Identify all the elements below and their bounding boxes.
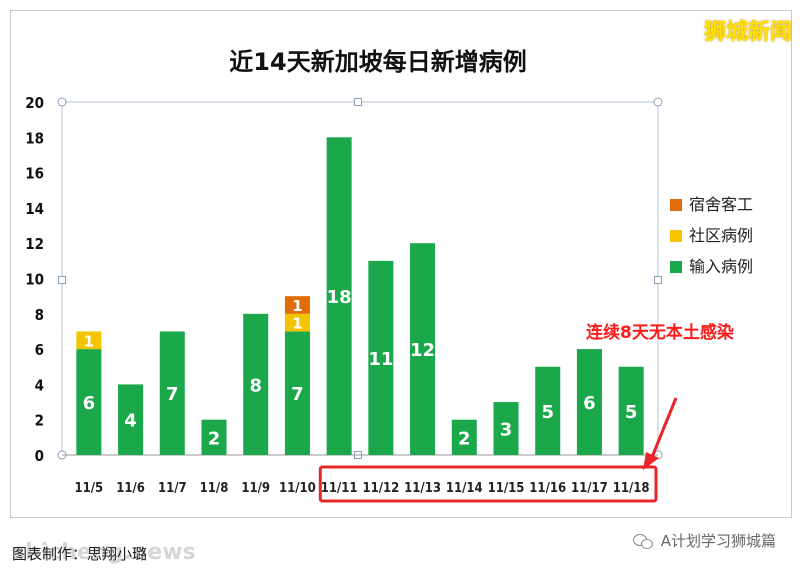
data-label: 5 [625,402,638,423]
data-label: 3 [500,420,513,441]
x-tick-label: 11/5 [75,481,104,496]
data-label: 1 [292,315,302,333]
y-tick-label: 12 [25,235,44,253]
x-tick-label: 11/10 [279,481,316,496]
y-tick-label: 16 [25,165,44,183]
data-label: 12 [410,340,435,361]
y-tick-label: 6 [35,341,44,359]
wechat-account-name: A计划学习狮城篇 [660,532,776,550]
bar-11/6 [118,384,144,455]
x-tick-label: 11/13 [404,481,441,496]
watermark: shicheng.news [12,540,196,565]
wechat-account: A计划学习狮城篇 [632,530,776,551]
bar-11/13 [410,243,436,455]
data-label: 4 [124,411,137,432]
data-label: 2 [458,428,471,449]
footer-caption: 图表制作：思翔小璐 [12,545,148,563]
data-label: 6 [583,393,596,414]
wechat-icon [632,532,655,550]
legend-label: 输入病例 [689,257,753,276]
bar-11/11 [326,137,352,456]
brand-logo: 狮城新闻 [703,20,792,45]
x-tick-label: 11/17 [571,481,608,496]
y-tick-label: 8 [35,306,44,324]
bar-11/9 [243,313,269,455]
bar-11/14 [451,419,477,455]
bar-11/8 [201,419,227,455]
chart-title: 近14天新加坡每日新增病例 [229,48,526,76]
data-label: 2 [208,428,221,449]
y-tick-label: 4 [35,376,44,394]
data-label: 6 [83,393,96,414]
bar-11/10 [284,313,310,332]
resize-handle [57,97,67,107]
bar-11/15 [493,402,519,455]
data-label: 1 [292,297,302,315]
bar-11/5 [76,331,102,350]
bar-11/5 [76,349,102,455]
y-tick-label: 14 [25,200,44,218]
x-tick-label: 11/11 [321,481,358,496]
legend-label: 社区病例 [689,226,753,245]
arrow-head [643,452,659,470]
x-tick-label: 11/18 [613,481,650,496]
callout-text: 连续8天无本土感染 [586,323,734,343]
bar-11/10 [284,331,310,455]
x-tick-label: 11/6 [116,481,145,496]
data-label: 5 [541,402,554,423]
bar-11/10 [284,296,310,314]
legend-swatch [670,230,682,242]
y-tick-label: 18 [25,129,44,147]
resize-handle [654,276,662,284]
bar-11/7 [159,331,185,455]
plot-area-border [61,101,659,456]
data-label: 1 [84,332,94,350]
legend-swatch [670,199,682,211]
x-tick-label: 11/16 [529,481,566,496]
y-tick-label: 20 [25,94,44,112]
legend-swatch [670,261,682,273]
y-tick-label: 0 [35,447,44,465]
bar-11/16 [535,366,561,455]
legend-label: 宿舍客工 [689,195,753,214]
data-label: 7 [291,384,304,405]
resize-handle [354,98,362,106]
resize-handle [653,97,663,107]
x-tick-label: 11/12 [362,481,399,496]
data-label: 11 [368,349,393,370]
highlight-box [318,465,658,503]
bar-11/18 [618,366,644,455]
y-tick-label: 10 [25,271,44,289]
x-tick-label: 11/8 [200,481,229,496]
x-tick-label: 11/15 [488,481,525,496]
data-label: 7 [166,384,179,405]
x-tick-label: 11/14 [446,481,483,496]
bar-11/12 [368,260,394,455]
resize-handle [58,276,66,284]
y-tick-label: 2 [35,412,44,430]
x-tick-label: 11/9 [241,481,270,496]
x-tick-label: 11/7 [158,481,187,496]
data-label: 8 [249,375,262,396]
data-label: 18 [327,287,352,308]
bar-11/17 [576,349,602,455]
arrow-line [648,397,678,463]
